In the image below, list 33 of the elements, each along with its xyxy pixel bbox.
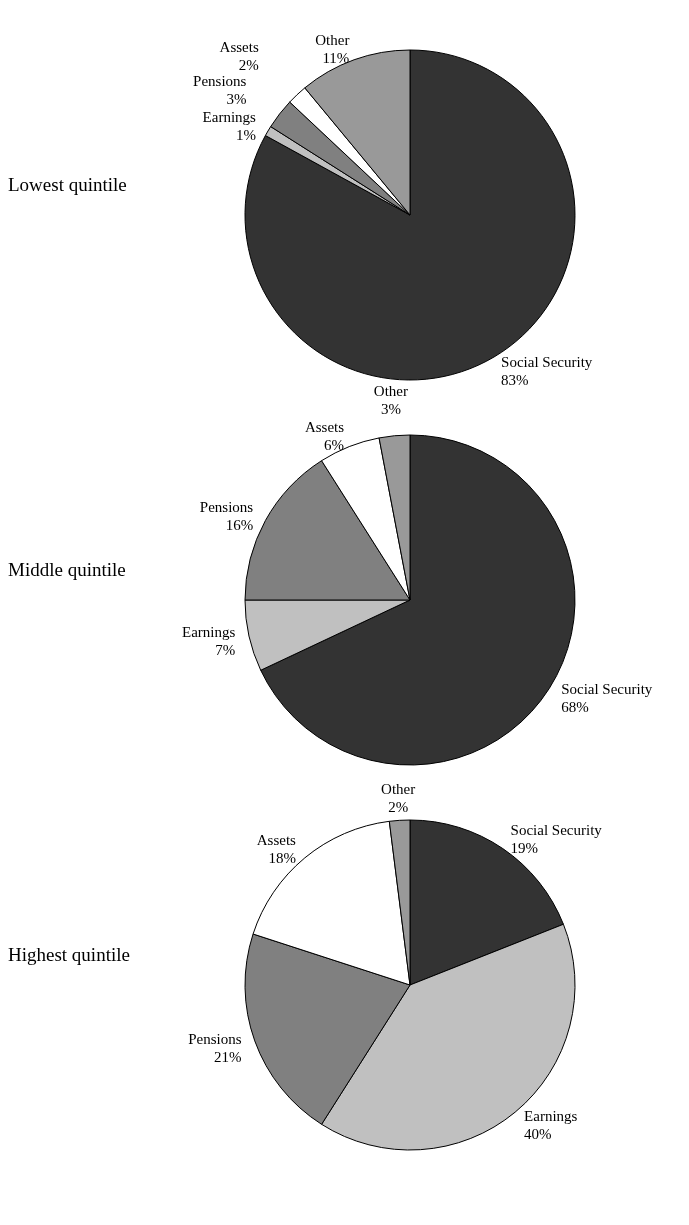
text: Middle quintile [8,559,126,580]
data-label: 83% [501,372,529,389]
slice-label: Earnings [202,108,257,125]
slice-label: Pensions [193,73,247,90]
slice-label: Assets [304,418,345,435]
data-label: 68% [561,698,589,715]
data-label: 7% [215,642,236,659]
slice-label: Earnings [181,624,236,641]
slice-label: Social Security [510,821,603,838]
slice-label: Earnings [524,1107,578,1124]
slice-label: Assets [256,832,297,849]
data-label: 3% [226,91,247,108]
slice-label: Other [373,382,408,399]
data-label: 11% [322,49,350,66]
text: Highest quintile [8,944,130,965]
data-label: 2% [238,56,259,73]
data-label: 2% [388,799,409,816]
data-label: 1% [235,126,256,143]
data-label: 18% [268,850,296,867]
data-label: 16% [225,516,254,533]
slice-label: Other [315,31,350,48]
slice-label: Social Security [561,680,653,697]
slice-label: Pensions [188,1030,242,1047]
text: Lowest quintile [8,174,127,195]
slice-label: Assets [219,38,259,55]
slice-label: Other [381,781,416,798]
slice-label: Social Security [501,354,593,371]
data-label: 3% [380,400,401,417]
data-label: 40% [524,1125,552,1142]
data-label: 21% [214,1048,242,1065]
data-label: 19% [510,839,539,856]
slice-label: Pensions [199,498,254,515]
data-label: 6% [324,436,345,453]
